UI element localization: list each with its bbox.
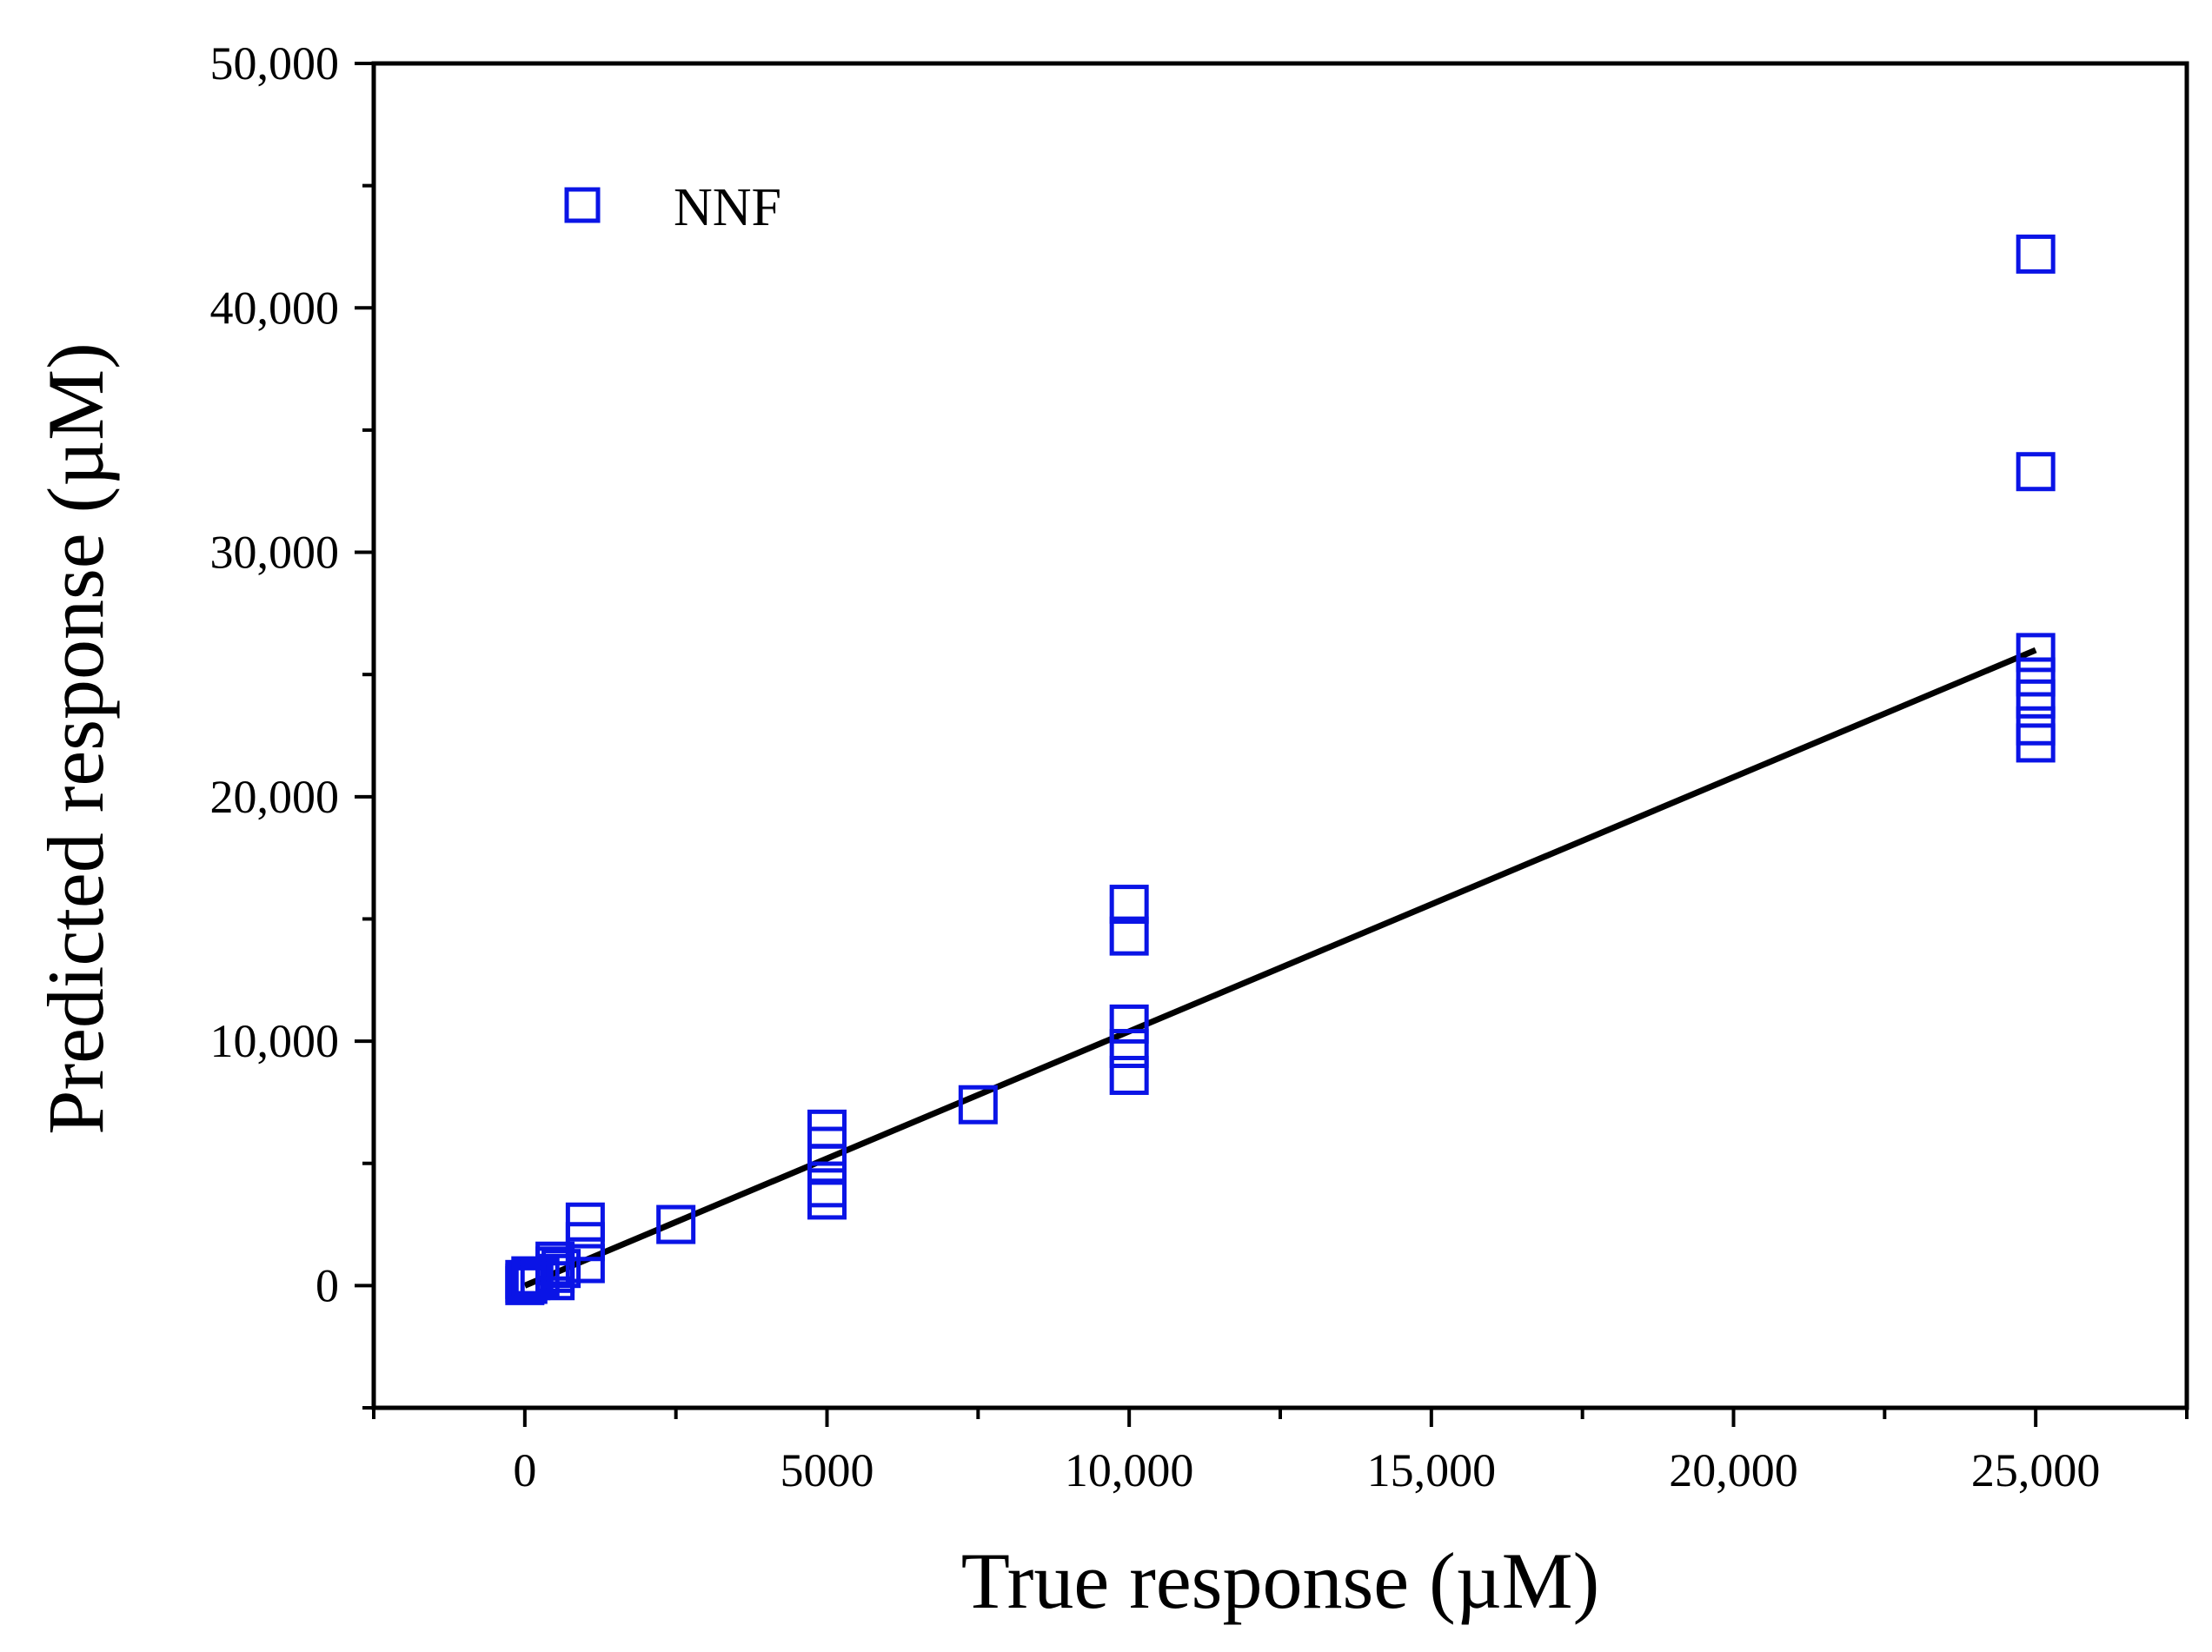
data-point bbox=[535, 1241, 575, 1281]
y-tick-label: 50,000 bbox=[210, 37, 340, 90]
data-point bbox=[2016, 706, 2056, 746]
y-axis-tick-labels: 0 10,000 20,000 30,000 40,000 50,000 bbox=[210, 37, 340, 1311]
legend-label: NNF bbox=[674, 178, 781, 237]
data-point bbox=[807, 1180, 847, 1220]
data-points bbox=[505, 234, 2056, 1305]
data-point bbox=[656, 1204, 696, 1244]
fit-line-group bbox=[523, 647, 2037, 1289]
x-tick-label: 5000 bbox=[781, 1444, 874, 1496]
data-point bbox=[807, 1168, 847, 1208]
x-axis-title: True response (µM) bbox=[961, 1536, 1599, 1625]
y-axis-ticks bbox=[355, 62, 374, 1410]
data-point bbox=[565, 1202, 605, 1242]
data-point bbox=[2016, 452, 2056, 492]
plot-frame bbox=[371, 61, 2189, 1410]
data-point bbox=[2016, 657, 2056, 697]
legend-marker bbox=[564, 187, 601, 223]
legend: NNF bbox=[564, 178, 781, 237]
data-point bbox=[2016, 234, 2056, 274]
data-point bbox=[541, 1249, 581, 1289]
data-point bbox=[2016, 679, 2056, 719]
data-point bbox=[807, 1109, 847, 1149]
data-point bbox=[1109, 1004, 1149, 1044]
data-point bbox=[1109, 916, 1149, 956]
x-tick-label: 25,000 bbox=[1971, 1444, 2101, 1496]
x-axis-tick-labels: 0 5000 10,000 15,000 20,000 25,000 bbox=[513, 1444, 2100, 1496]
data-point bbox=[1109, 1055, 1149, 1095]
y-tick-label: 20,000 bbox=[210, 771, 340, 823]
data-point bbox=[1109, 885, 1149, 925]
x-axis-ticks bbox=[372, 1408, 2189, 1427]
y-tick-label: 40,000 bbox=[210, 282, 340, 334]
y-axis-title: Predicted response (µM) bbox=[31, 342, 120, 1134]
data-point bbox=[1109, 1029, 1149, 1069]
y-tick-label: 10,000 bbox=[210, 1015, 340, 1067]
data-point bbox=[565, 1244, 605, 1284]
fit-line bbox=[523, 647, 2037, 1289]
x-tick-label: 20,000 bbox=[1669, 1444, 1798, 1496]
x-tick-label: 15,000 bbox=[1367, 1444, 1497, 1496]
data-point bbox=[958, 1085, 998, 1125]
data-point bbox=[2016, 633, 2056, 673]
y-tick-label: 30,000 bbox=[210, 527, 340, 579]
x-tick-label: 10,000 bbox=[1065, 1444, 1194, 1496]
y-tick-label: 0 bbox=[316, 1259, 339, 1311]
x-tick-label: 0 bbox=[513, 1444, 536, 1496]
data-point bbox=[565, 1222, 605, 1262]
